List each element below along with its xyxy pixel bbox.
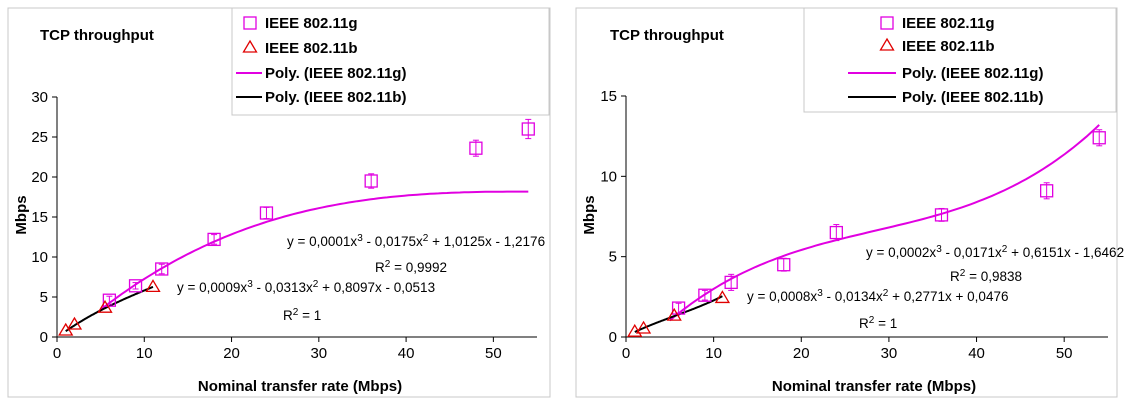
y-ticks: 0 5 10 15 <box>600 88 626 346</box>
y-tick-label: 0 <box>40 329 48 346</box>
data-point-square <box>128 279 143 293</box>
data-point-triangle <box>97 299 113 313</box>
legend-label-g: IEEE 802.11g <box>902 15 995 32</box>
data-point-square <box>698 288 712 302</box>
x-tick-label: 40 <box>968 345 985 362</box>
legend-label-b: IEEE 802.11b <box>265 40 358 57</box>
y-ticks: 0 5 10 15 20 25 30 <box>31 89 57 346</box>
y-tick-label: 15 <box>600 88 617 105</box>
legend-label-poly-g: Poly. (IEEE 802.11g) <box>902 65 1043 82</box>
y-tick-label: 30 <box>31 89 48 106</box>
y-tick-label: 5 <box>40 289 48 306</box>
x-tick-label: 10 <box>705 345 722 362</box>
data-point-triangle <box>666 307 682 321</box>
y-tick-label: 25 <box>31 129 48 146</box>
data-point-square <box>521 122 535 136</box>
data-point-square <box>724 275 738 290</box>
legend-box <box>231 7 550 116</box>
legend-label-poly-g: Poly. (IEEE 802.11g) <box>265 65 406 82</box>
x-tick-label: 0 <box>622 345 630 362</box>
data-point-square <box>829 225 843 240</box>
data-point-square <box>1040 184 1054 198</box>
legend-triangle-marker <box>242 39 258 53</box>
chart-title: TCP throughput <box>40 27 154 44</box>
y-axis-title: Mbps <box>581 195 598 234</box>
data-point-square <box>102 293 117 307</box>
data-point-square <box>934 208 949 222</box>
x-tick-label: 50 <box>485 345 502 362</box>
legend-box <box>803 7 1117 113</box>
legend-label-poly-b: Poly. (IEEE 802.11b) <box>902 89 1043 106</box>
data-point-triangle <box>714 290 731 304</box>
legend-square-marker <box>243 16 257 30</box>
legend-label-b: IEEE 802.11b <box>902 38 995 55</box>
r-squared-g: R2 = 0,9838 <box>950 268 1022 284</box>
data-point-triangle <box>635 320 652 334</box>
chart-title: TCP throughput <box>610 27 724 44</box>
y-tick-label: 20 <box>31 169 48 186</box>
x-axis-title: Nominal transfer rate (Mbps) <box>772 378 976 395</box>
equation-g: y = 0,0001x3 - 0,0175x2 + 1,0125x - 1,21… <box>287 233 545 249</box>
data-point-square <box>207 232 221 247</box>
x-ticks: 0 10 20 30 40 50 <box>53 337 502 362</box>
data-markers <box>58 118 535 336</box>
data-point-square <box>469 141 483 155</box>
chart-panel-1: TCP throughput Nominal transfer rate (Mb… <box>7 7 551 398</box>
legend-square-marker <box>880 16 894 30</box>
y-tick-label: 10 <box>600 168 617 185</box>
y-tick-label: 15 <box>31 209 48 226</box>
legend-label-poly-b: Poly. (IEEE 802.11b) <box>265 89 406 106</box>
r-squared-b: R2 = 1 <box>859 315 897 331</box>
trend-line <box>669 124 1100 322</box>
data-point-square <box>364 174 378 188</box>
y-tick-label: 0 <box>609 329 617 346</box>
x-tick-label: 50 <box>1056 345 1073 362</box>
r-squared-g: R2 = 0,9992 <box>375 259 447 275</box>
data-point-square <box>777 258 791 272</box>
y-tick-label: 5 <box>609 249 617 266</box>
data-point-square <box>1092 131 1106 145</box>
data-markers <box>627 129 1106 337</box>
x-tick-label: 20 <box>793 345 810 362</box>
chart-panel-2: TCP throughput Nominal transfer rate (Mb… <box>575 7 1124 398</box>
x-tick-label: 10 <box>136 345 153 362</box>
x-tick-label: 30 <box>310 345 327 362</box>
data-point-square <box>259 206 274 220</box>
equation-b: y = 0,0009x3 - 0,0313x2 + 0,8097x - 0,05… <box>177 279 435 295</box>
data-point-square <box>155 262 169 276</box>
trend-line <box>100 190 529 311</box>
x-tick-label: 30 <box>881 345 898 362</box>
y-axis-title: Mbps <box>13 195 30 234</box>
y-tick-label: 10 <box>31 249 48 266</box>
data-point-square <box>671 301 686 315</box>
x-ticks: 0 10 20 30 40 50 <box>622 337 1073 362</box>
x-tick-label: 0 <box>53 345 61 362</box>
x-axis-title: Nominal transfer rate (Mbps) <box>198 378 402 395</box>
r-squared-b: R2 = 1 <box>283 307 321 323</box>
data-point-triangle <box>66 316 83 330</box>
legend-label-g: IEEE 802.11g <box>265 15 358 32</box>
x-tick-label: 20 <box>223 345 240 362</box>
equation-b: y = 0,0008x3 - 0,0134x2 + 0,2771x + 0,04… <box>747 288 1008 304</box>
equation-g: y = 0,0002x3 - 0,0171x2 + 0,6151x - 1,64… <box>866 244 1124 260</box>
legend-triangle-marker <box>879 37 895 51</box>
data-point-triangle <box>145 279 161 293</box>
x-tick-label: 40 <box>398 345 415 362</box>
